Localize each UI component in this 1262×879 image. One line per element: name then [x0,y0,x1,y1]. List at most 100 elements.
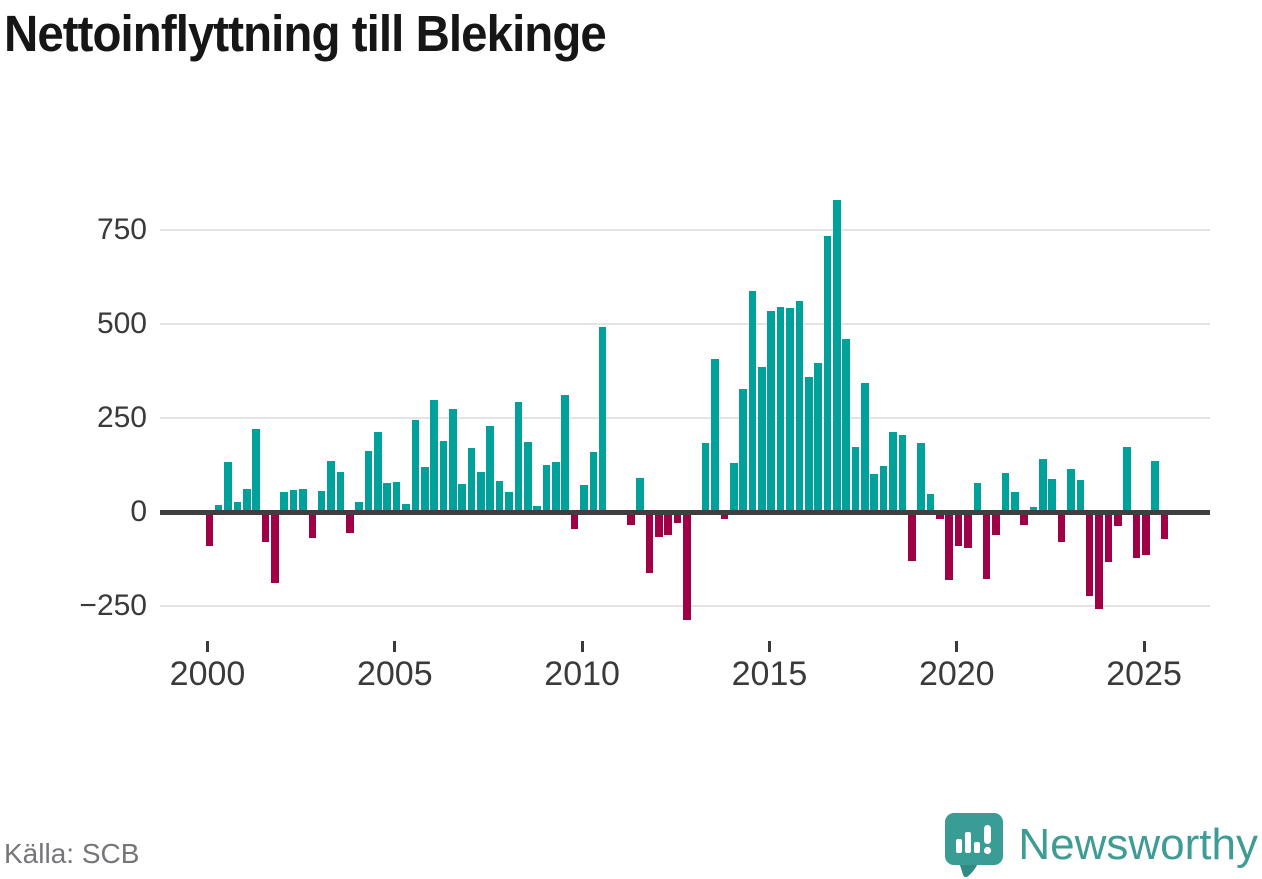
bar [626,512,635,526]
bar [1001,472,1010,512]
bar [917,443,925,512]
x-axis-tick-mark [206,641,209,652]
bar [795,301,804,512]
x-axis-tick-label: 2015 [731,655,808,693]
bar [289,490,298,512]
bar [345,512,354,533]
bar [224,461,232,512]
bar [589,452,598,512]
bar [889,431,897,512]
bar [992,512,1000,536]
x-axis-tick-mark [955,641,959,652]
bar [449,408,457,512]
bar [336,472,345,512]
bar [729,463,738,512]
bar [552,461,560,512]
bar [758,366,766,512]
bar [430,400,438,512]
bar [477,472,485,512]
zero-baseline [160,509,1210,515]
bar [786,307,794,512]
bar [945,512,953,581]
bar [1104,512,1113,562]
bar [1095,512,1103,610]
bar [317,490,326,512]
bar [505,491,513,512]
x-axis-tick-mark [580,641,584,652]
bar [1114,512,1122,526]
bar [580,484,588,512]
bar [1160,512,1169,539]
bar [804,377,813,512]
x-axis-tick-mark [1142,641,1146,652]
bar [1151,460,1160,512]
bar [327,461,335,512]
bar [907,512,916,561]
bar [814,363,822,512]
bar [355,501,363,512]
y-axis-tick-label: −250 [79,589,147,622]
bar [861,383,869,512]
bar [1048,479,1057,512]
bar [467,447,476,512]
x-axis-tick-label: 2010 [544,655,620,693]
bar [1132,512,1141,559]
newsworthy-speech-bubble-chart-icon [945,813,1004,877]
bar [402,504,410,512]
bar [842,339,850,512]
y-gridline [160,323,1210,325]
bar [739,389,747,512]
bar [542,465,551,512]
bar [673,512,682,523]
bar [233,501,242,512]
bar [411,420,420,512]
bar [252,428,260,512]
bar [1085,512,1094,596]
x-axis-tick-mark [393,641,397,652]
bar [280,492,289,512]
bar [486,425,495,512]
bar [383,482,392,512]
bar [561,394,569,512]
x-axis-tick-mark [767,641,771,652]
x-axis-tick-label: 2020 [918,655,995,693]
x-axis-tick-label: 2025 [1106,655,1182,693]
bar [683,512,691,620]
bar [523,442,532,512]
bar [214,505,223,512]
bar [1010,491,1019,512]
bar [776,307,785,512]
y-gridline [160,417,1210,419]
bar [205,512,214,546]
y-axis-tick-label: 500 [96,307,147,340]
bar [495,481,504,512]
chart-title: Nettoinflyttning till Blekinge [4,5,607,62]
bar [982,512,991,579]
bar [1067,468,1075,512]
bar [645,512,654,573]
bar [748,291,757,512]
bar [1076,480,1085,512]
bar [261,512,270,543]
bar [898,434,907,512]
bar [1020,512,1028,526]
bar [767,311,776,512]
y-gridline [160,229,1210,231]
bar [701,443,710,512]
bar [364,450,373,512]
bar [851,446,860,512]
y-axis-tick-label: 250 [96,401,147,434]
bar [964,512,972,549]
bar [1039,459,1047,512]
bar [870,474,879,512]
bar [420,466,429,512]
y-axis-tick-label: 750 [96,213,147,246]
bar [392,481,401,512]
bar [514,402,523,512]
bar [439,441,448,512]
bar [374,431,382,512]
bar [823,236,832,512]
bar [711,358,719,512]
x-axis-tick-label: 2005 [356,655,433,693]
bar [299,489,307,512]
